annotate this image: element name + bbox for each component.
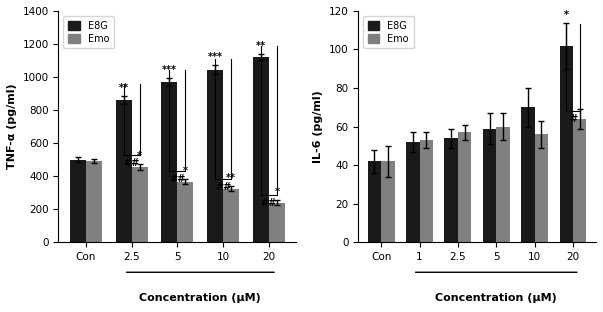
Bar (162, 82, 177, 242)
Bar (521, 107, 535, 242)
Bar (177, 182, 194, 242)
Bar (573, 119, 587, 242)
Text: **: ** (256, 41, 266, 51)
Bar (444, 138, 458, 242)
Bar (535, 134, 548, 242)
Text: ##: ## (169, 174, 186, 184)
Bar (496, 127, 510, 242)
Legend: E8G, Emo: E8G, Emo (63, 16, 114, 48)
Text: ##: ## (124, 158, 140, 168)
Text: ##: ## (261, 198, 277, 208)
Text: #: # (569, 114, 577, 124)
Bar (116, 100, 131, 242)
Y-axis label: IL-6 (pg/ml): IL-6 (pg/ml) (313, 90, 323, 163)
Text: ***: *** (162, 65, 177, 75)
Bar (70, 160, 86, 242)
Text: *: * (137, 151, 142, 161)
Bar (368, 161, 381, 242)
Text: **: ** (226, 173, 236, 183)
Bar (86, 161, 102, 242)
Bar (483, 129, 496, 242)
Text: Concentration (μM): Concentration (μM) (139, 293, 261, 303)
Bar (207, 70, 223, 242)
Bar (381, 161, 394, 242)
Bar (131, 167, 148, 242)
Text: ***: *** (207, 52, 223, 62)
Legend: E8G, Emo: E8G, Emo (363, 16, 414, 48)
Bar (269, 202, 285, 242)
Bar (458, 132, 472, 242)
Text: ##: ## (215, 183, 232, 193)
Bar (420, 140, 433, 242)
Bar (253, 57, 269, 242)
Bar (223, 188, 239, 242)
Y-axis label: TNF-α (pg/ml): TNF-α (pg/ml) (7, 84, 17, 169)
Text: *: * (564, 10, 569, 20)
Text: *: * (274, 187, 279, 197)
Bar (560, 46, 573, 242)
Text: *: * (183, 167, 188, 177)
Text: Concentration (μM): Concentration (μM) (435, 293, 557, 303)
Bar (406, 142, 420, 242)
Text: **: ** (119, 83, 128, 93)
